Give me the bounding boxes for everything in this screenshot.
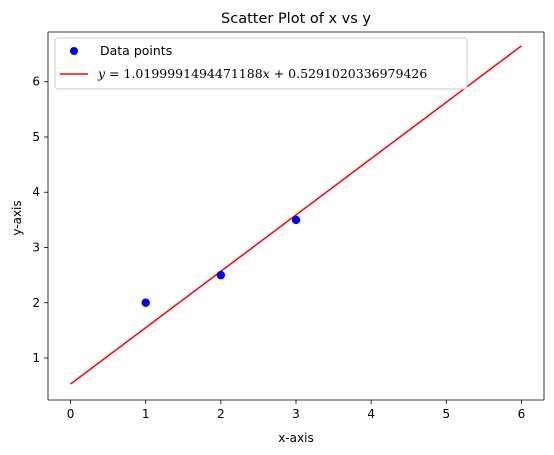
y-tick-label: 3 [32,240,40,254]
y-tick-label: 6 [32,75,40,89]
legend-label-data-points: Data points [100,43,172,58]
x-tick-label: 2 [217,407,225,421]
legend-label-fit-line: y = 1.0199991494471188x + 0.529102033697… [97,66,427,81]
chart-title: Scatter Plot of x vs y [221,11,371,27]
x-tick-label: 3 [292,407,300,421]
y-tick-label: 2 [32,296,40,310]
x-tick-label: 4 [367,407,375,421]
data-point [216,270,226,280]
x-tick-label: 5 [442,407,450,421]
x-tick-label: 0 [67,407,75,421]
x-tick-label: 1 [142,407,150,421]
legend-eq-var: x [263,66,270,81]
plot-area: 0 1 2 3 4 5 6 1 2 3 4 5 6 [32,31,545,421]
legend: Data points y = 1.0199991494471188x + 0.… [54,37,468,90]
legend-eq-suffix: + 0.5291020336979426 [270,66,428,81]
fit-line [70,45,522,385]
legend-box [54,37,468,90]
y-tick-label: 1 [32,351,40,365]
data-point [291,215,301,225]
legend-eq-number: = 1.0199991494471188 [105,66,263,81]
y-tick-label: 4 [32,185,40,199]
legend-marker-data-points [70,47,78,55]
data-point [141,298,150,307]
legend-eq-prefix: y [97,66,106,81]
x-tick-label: 6 [518,407,526,421]
y-axis-label: y-axis [10,200,24,235]
y-tick-label: 5 [32,130,40,144]
x-axis-label: x-axis [278,431,313,445]
